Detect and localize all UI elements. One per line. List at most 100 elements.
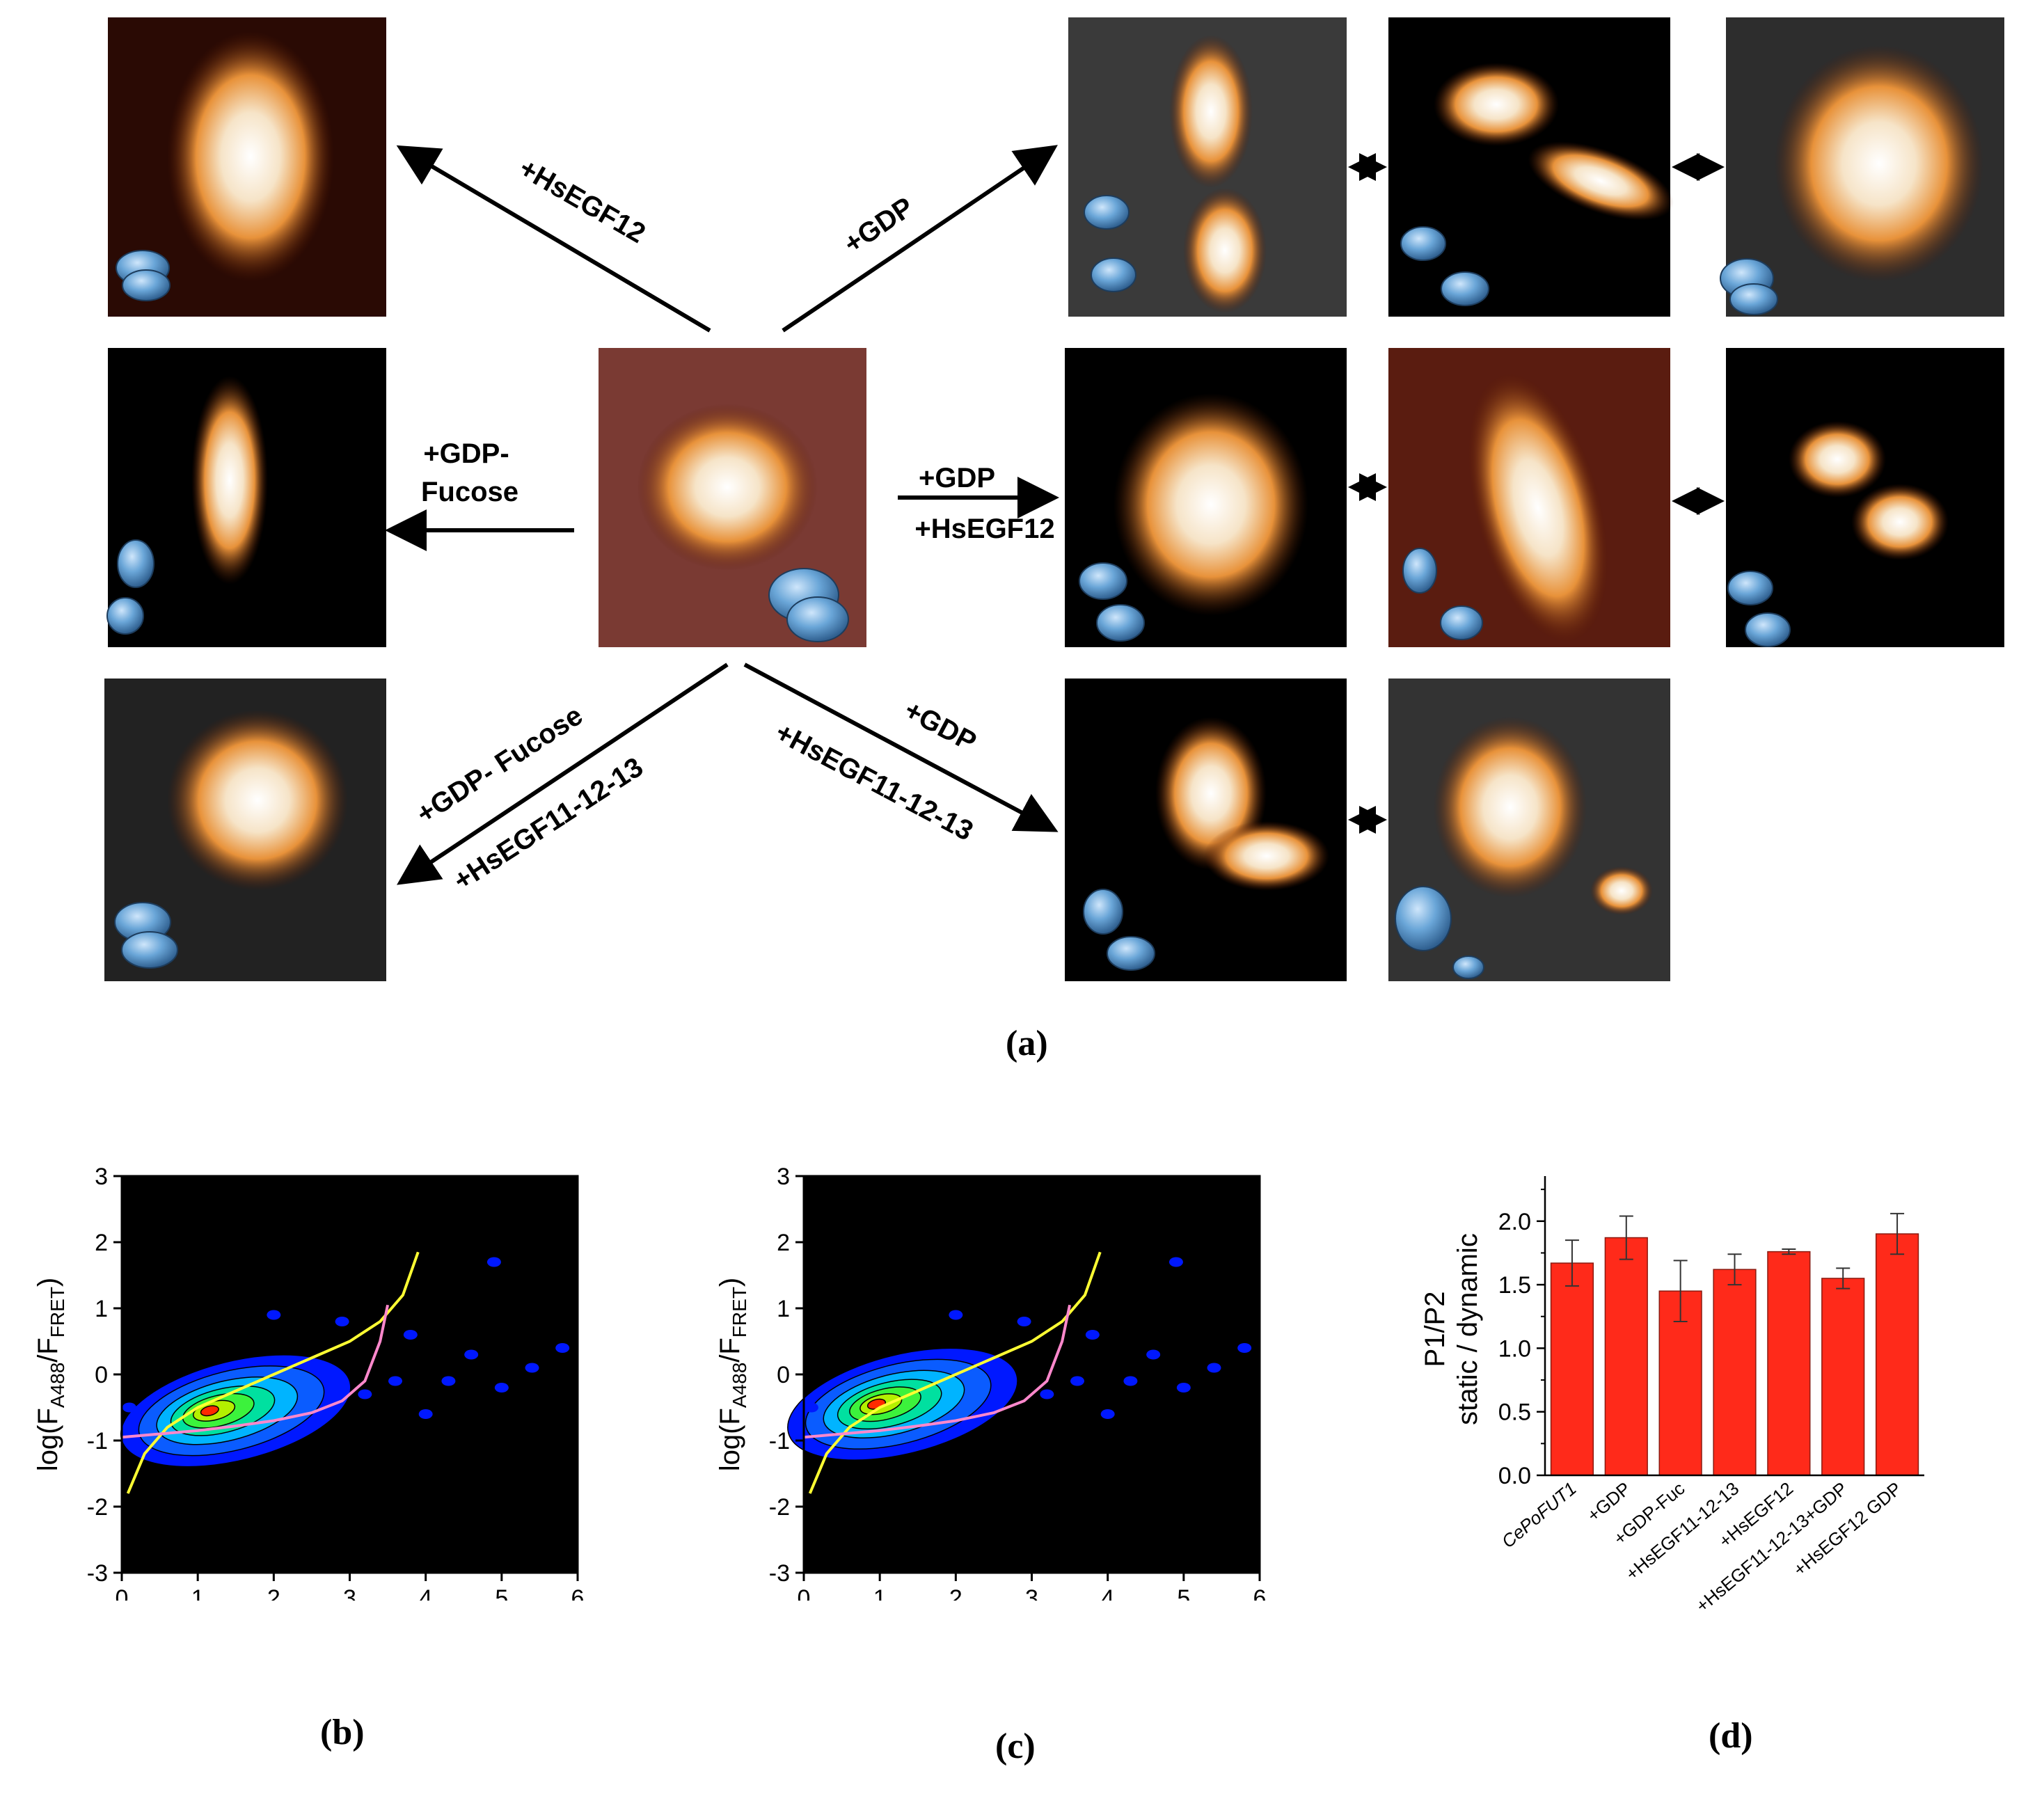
density-speck bbox=[1100, 1409, 1115, 1419]
y-tick-label: 0 bbox=[95, 1362, 108, 1388]
caption-d: (d) bbox=[1709, 1716, 1753, 1756]
density-speck bbox=[1123, 1376, 1138, 1386]
x-tick-label: 6 bbox=[571, 1585, 585, 1601]
y-axis-label: log(FA488/FFRET) bbox=[715, 1278, 750, 1472]
arrow-label-top-right: +GDP bbox=[839, 191, 919, 260]
density-speck bbox=[486, 1257, 501, 1267]
bar bbox=[1767, 1251, 1811, 1476]
reaction-arrows bbox=[385, 145, 1059, 885]
afm-image-mid-left bbox=[106, 348, 386, 647]
y-tick-label: -3 bbox=[769, 1560, 790, 1587]
afm-image-mid-r3 bbox=[1726, 348, 2004, 647]
arrow-label-bottom-right-1: +GDP bbox=[899, 695, 981, 758]
plot-c: 01234563210-1-2-3τA488/nslog(FA488/FFRET… bbox=[715, 1164, 1267, 1601]
density-speck bbox=[1207, 1363, 1221, 1373]
static-fret-line bbox=[808, 1251, 1102, 1494]
x-tick-label: 3 bbox=[1025, 1585, 1038, 1601]
x-tick-label: 0 bbox=[116, 1585, 129, 1601]
y-tick-label: 1.0 bbox=[1498, 1335, 1531, 1362]
arrow-label-top-left: +HsEGF12 bbox=[514, 152, 650, 249]
arrow-label-mid-left-2: Fucose bbox=[421, 477, 518, 507]
x-tick-label: 3 bbox=[343, 1585, 356, 1601]
y-tick-label: -2 bbox=[769, 1494, 790, 1521]
afm-image-bottom-r1 bbox=[1065, 679, 1347, 981]
density-speck bbox=[804, 1402, 818, 1413]
x-tick-label: 2 bbox=[267, 1585, 280, 1601]
density-speck bbox=[1040, 1389, 1054, 1399]
afm-image-top-r1 bbox=[1068, 17, 1347, 317]
x-tick-label: 5 bbox=[495, 1585, 508, 1601]
y-tick-label: 1 bbox=[95, 1296, 108, 1322]
x-tick-label: 6 bbox=[1253, 1585, 1267, 1601]
x-tick-label: 1 bbox=[191, 1585, 205, 1601]
y-tick-label: -1 bbox=[769, 1428, 790, 1454]
y-tick-label: 3 bbox=[777, 1164, 790, 1190]
y-tick-label: 1.5 bbox=[1498, 1272, 1531, 1299]
y-tick-label: 0.0 bbox=[1498, 1463, 1531, 1489]
density-speck bbox=[1168, 1257, 1183, 1267]
caption-c: (c) bbox=[995, 1727, 1036, 1766]
density-speck bbox=[1176, 1383, 1191, 1393]
density-speck bbox=[464, 1349, 479, 1360]
bar bbox=[1604, 1237, 1648, 1476]
static-fret-line bbox=[126, 1251, 420, 1494]
density-speck bbox=[388, 1376, 402, 1386]
x-tick-label: 5 bbox=[1177, 1585, 1190, 1601]
y-tick-label: -2 bbox=[87, 1494, 108, 1521]
density-speck bbox=[267, 1310, 281, 1320]
dynamic-fret-line bbox=[121, 1304, 390, 1439]
y-axis-label: log(FA488/FFRET) bbox=[33, 1278, 68, 1472]
afm-image-top-left bbox=[108, 17, 386, 317]
x-tick-label: 0 bbox=[798, 1585, 811, 1601]
x-tick-label: 1 bbox=[873, 1585, 887, 1601]
density-speck bbox=[1070, 1376, 1084, 1386]
y-tick-label: 2 bbox=[777, 1230, 790, 1256]
plot-b: 01234563210-1-2-3τA488/nslog(FA488/FFRET… bbox=[33, 1164, 585, 1601]
y-tick-label: -1 bbox=[87, 1428, 108, 1454]
bar bbox=[1550, 1262, 1594, 1476]
bar bbox=[1713, 1269, 1757, 1476]
density-speck bbox=[122, 1402, 136, 1413]
equilibrium-arrows bbox=[1348, 153, 1725, 834]
x-tick-label: 2 bbox=[949, 1585, 962, 1601]
y-tick-label: 0 bbox=[777, 1362, 790, 1388]
y-tick-label: 2 bbox=[95, 1230, 108, 1256]
caption-b: (b) bbox=[320, 1713, 365, 1752]
y-tick-label: 1 bbox=[777, 1296, 790, 1322]
density-speck bbox=[335, 1317, 349, 1326]
y-axis-label-2: static / dynamic bbox=[1452, 1233, 1483, 1425]
afm-schematic: +HsEGF12 +GDP +GDP- Fucose +GDP +HsEGF12… bbox=[104, 17, 2004, 981]
bar bbox=[1875, 1233, 1919, 1476]
density-speck bbox=[555, 1343, 570, 1353]
density-speck bbox=[1085, 1330, 1100, 1340]
density-speck bbox=[525, 1363, 539, 1373]
arrow-label-mid-left-1: +GDP- bbox=[423, 438, 509, 469]
y-tick-label: -3 bbox=[87, 1560, 108, 1587]
x-tick-label: 4 bbox=[419, 1585, 432, 1601]
density-speck bbox=[1237, 1343, 1252, 1353]
density-contour bbox=[200, 1405, 219, 1417]
afm-image-top-r3 bbox=[1720, 17, 2004, 317]
density-speck bbox=[441, 1376, 456, 1386]
caption-a: (a) bbox=[1006, 1024, 1048, 1063]
density-speck bbox=[358, 1389, 372, 1399]
afm-image-center bbox=[599, 348, 866, 647]
y-axis-label-1: P1/P2 bbox=[1420, 1292, 1450, 1367]
afm-image-bottom-left bbox=[104, 679, 386, 981]
density-speck bbox=[949, 1310, 963, 1320]
y-tick-label: 0.5 bbox=[1498, 1399, 1531, 1426]
density-speck bbox=[1146, 1349, 1161, 1360]
y-tick-label: 3 bbox=[95, 1164, 108, 1190]
plot-d: CePoFUT1 +GDP+GDP-Fuc+HsEGF11-12-13+HsEGF… bbox=[1420, 1176, 1924, 1617]
density-speck bbox=[1017, 1317, 1031, 1326]
density-speck bbox=[403, 1330, 418, 1340]
density-speck bbox=[494, 1383, 509, 1393]
arrow-label-mid-right-1: +GDP bbox=[919, 463, 995, 493]
arrow-label-mid-right-2: +HsEGF12 bbox=[914, 514, 1054, 544]
afm-image-bottom-r2 bbox=[1388, 679, 1670, 981]
y-tick-label: 2.0 bbox=[1498, 1209, 1531, 1235]
density-speck bbox=[418, 1409, 433, 1419]
x-tick-label: 4 bbox=[1101, 1585, 1114, 1601]
afm-image-mid-r2 bbox=[1388, 348, 1670, 647]
